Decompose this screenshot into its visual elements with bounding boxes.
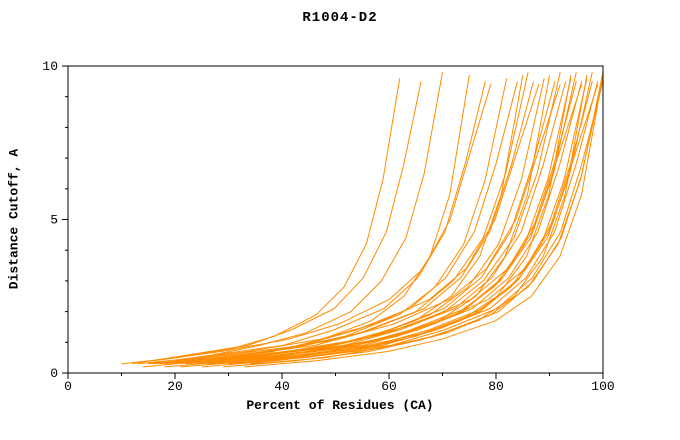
series-line [255,71,604,365]
series-line [132,81,422,365]
series-line [148,81,486,365]
x-tick-label: 60 [381,379,397,394]
plot-frame [67,65,604,374]
x-tick-label: 80 [488,379,504,394]
x-tick-label: 100 [591,379,614,394]
series-line [207,78,588,365]
y-tick-label: 5 [50,213,58,228]
series-line [191,84,561,362]
series-line [164,78,545,365]
series-line [142,75,470,368]
x-tick-label: 20 [167,379,183,394]
series-line [244,75,604,368]
series-line [196,81,567,365]
x-tick-label: 0 [64,379,72,394]
series-line [239,81,599,365]
x-tick-label: 40 [274,379,290,394]
series-line [233,84,599,362]
series-line [137,72,443,365]
series-line [249,81,604,365]
series-line [158,81,518,365]
y-axis-label: Distance Cutoff, A [6,148,22,290]
y-tick-label: 0 [50,366,58,381]
chart-title: R1004-D2 [302,10,378,26]
series-line [174,84,540,362]
series-line [148,78,508,365]
series-line [121,78,401,365]
series-line [217,81,583,365]
series-line [153,84,492,362]
series-line [212,84,583,362]
x-axis-label: Percent of Residues (CA) [246,398,434,413]
series-line [174,71,561,365]
y-tick-label: 10 [42,59,58,74]
